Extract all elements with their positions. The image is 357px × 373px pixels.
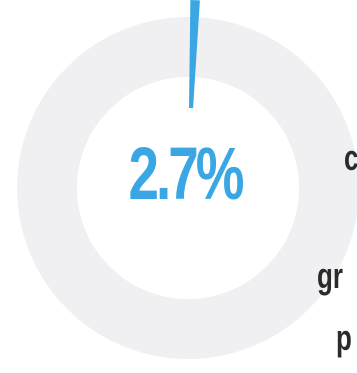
donut-slice-highlight — [189, 0, 200, 109]
donut-slices — [189, 0, 200, 109]
donut-remainder-ring — [17, 17, 357, 359]
center-value-label: 2.7% — [128, 132, 245, 215]
side-text-line-1: c — [344, 137, 357, 178]
side-text-line-3: p — [336, 317, 352, 358]
side-text-line-2: gr — [317, 255, 343, 296]
